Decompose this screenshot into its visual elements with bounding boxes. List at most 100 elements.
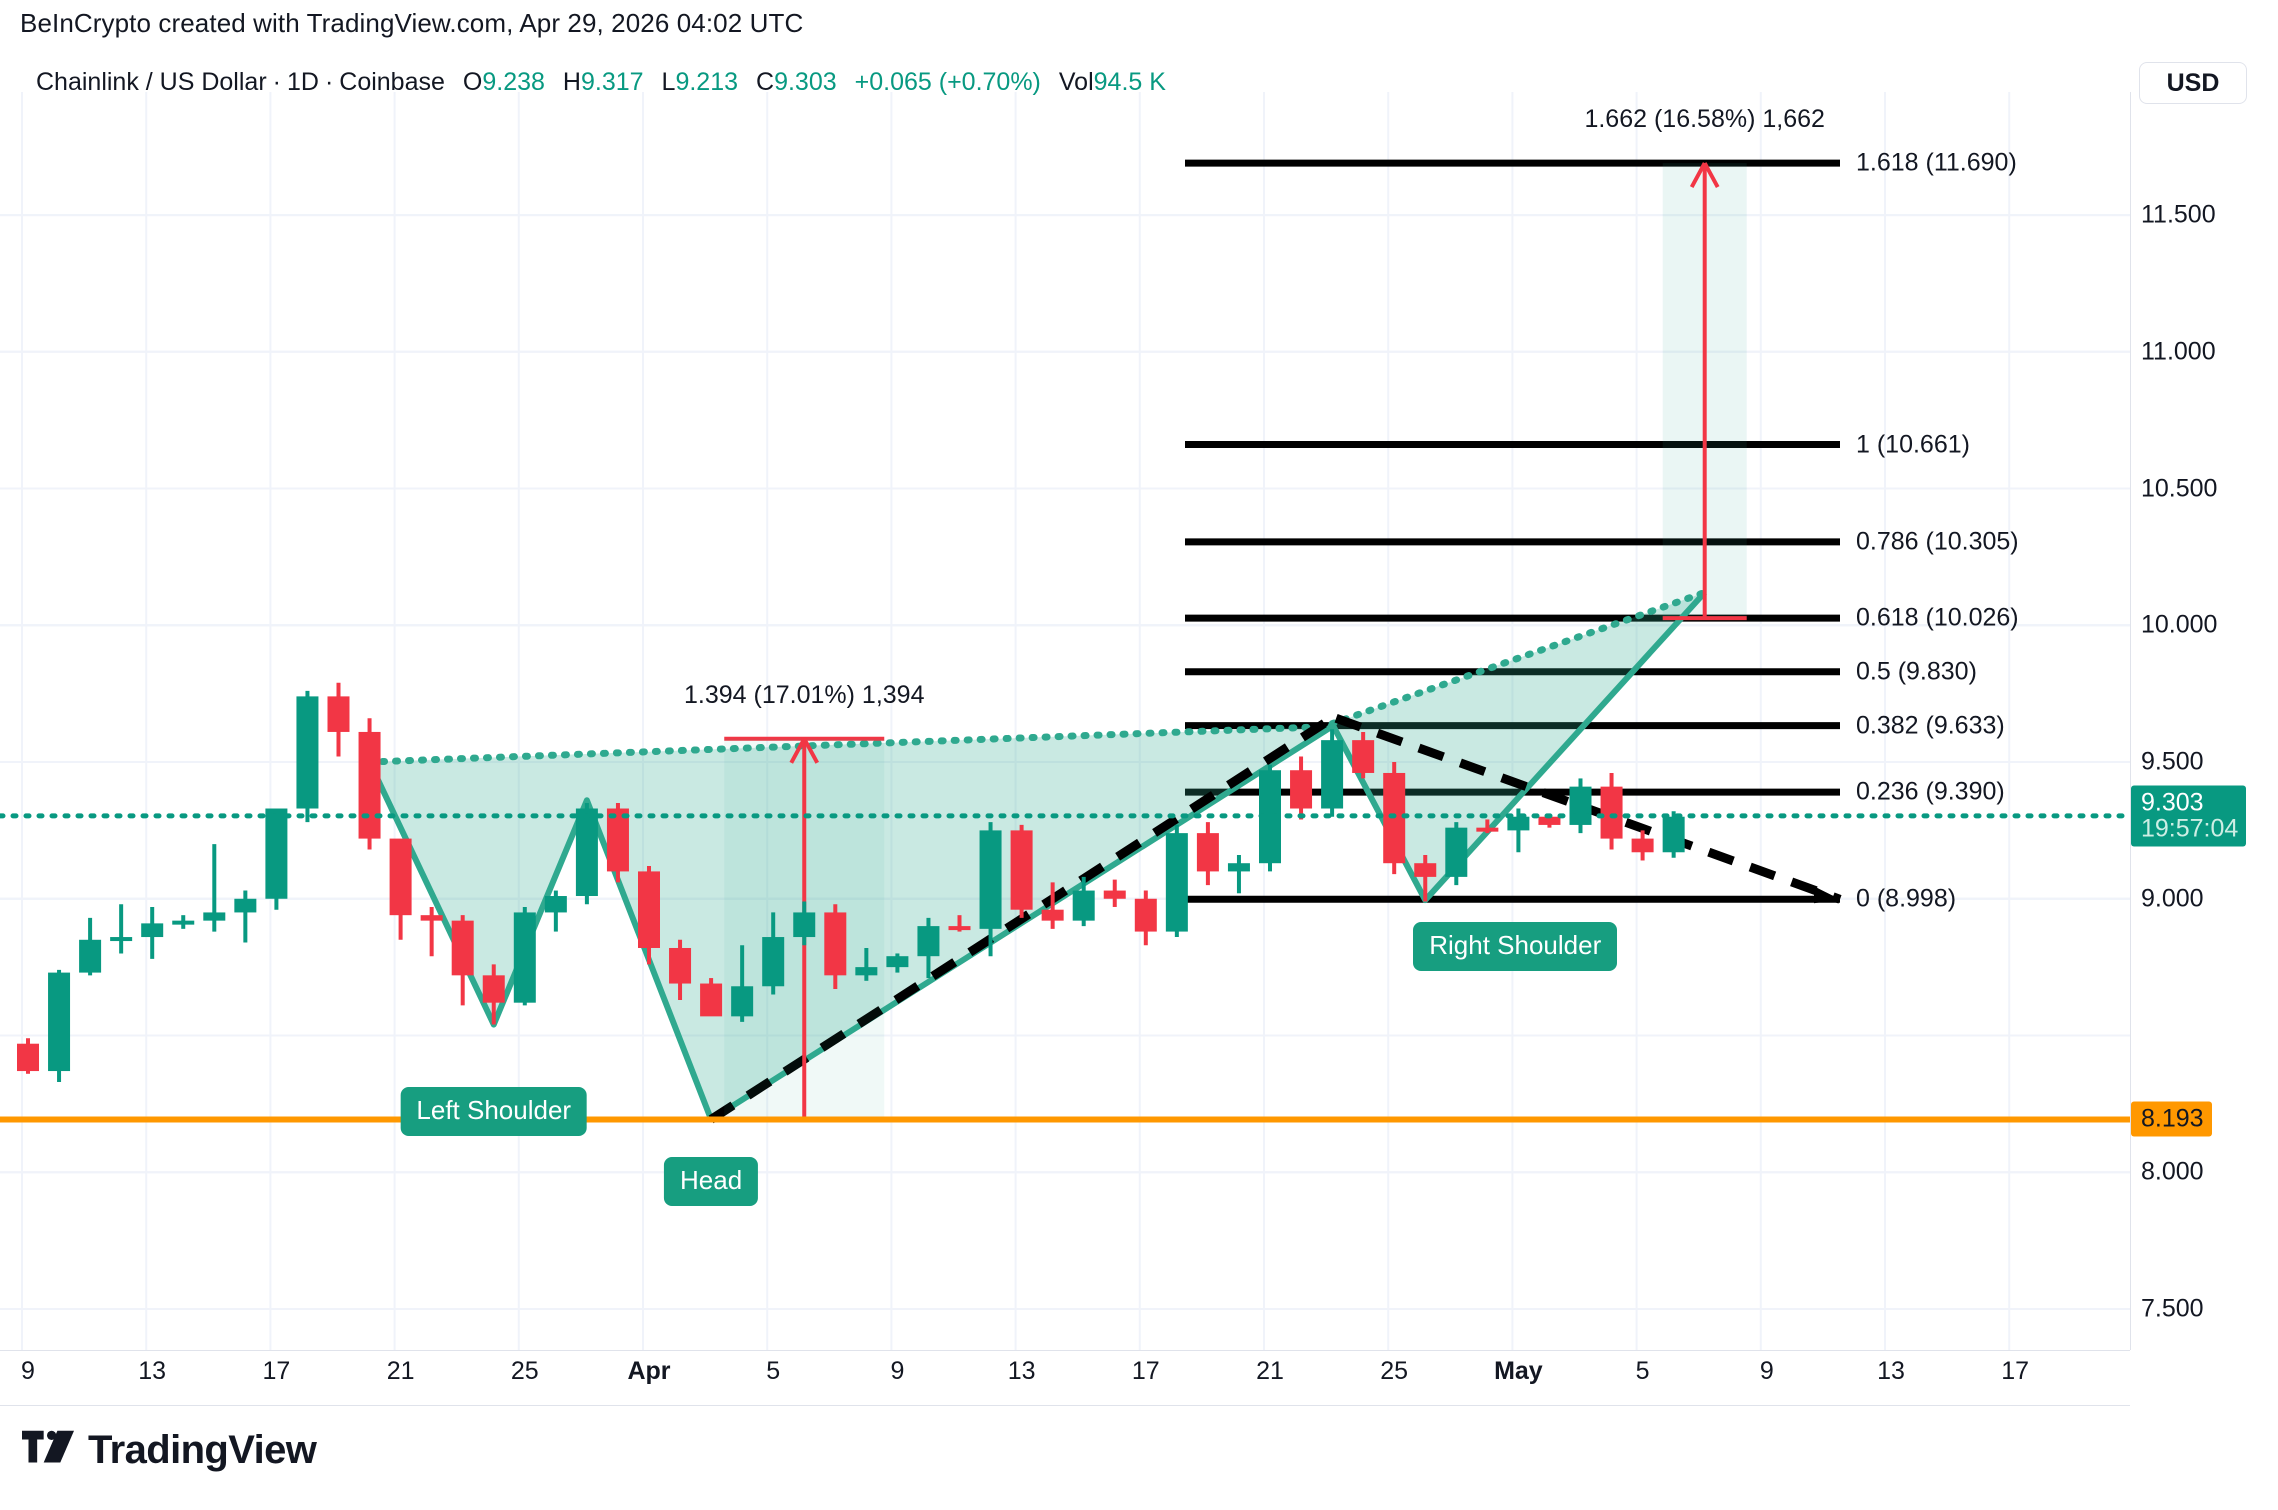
- time-axis-tick: 5: [766, 1357, 781, 1385]
- price-axis[interactable]: USD 11.500 11.000 10.500 10.000 9.500 9.000 8.…: [2130, 62, 2278, 1350]
- fib-level-label: 0.618 (10.026): [1856, 603, 2019, 632]
- candle-body: [824, 912, 847, 976]
- time-axis-tick: 9: [890, 1357, 905, 1385]
- candle-body: [1569, 786, 1592, 825]
- candle-body: [855, 967, 878, 976]
- candle-body: [948, 926, 971, 931]
- measure-arrow-right-icon: [1689, 162, 1720, 189]
- price-axis-tick: 11.000: [2141, 337, 2216, 366]
- candle-body: [234, 898, 257, 913]
- candle-body: [1165, 833, 1188, 932]
- candle-body: [482, 975, 505, 1003]
- legend-close-value: 9.303: [774, 68, 837, 96]
- candle-body: [451, 920, 474, 976]
- candle-body: [700, 983, 723, 1017]
- price-axis-tick: 7.500: [2141, 1294, 2204, 1323]
- annotation-left-shoulder[interactable]: Left Shoulder: [400, 1086, 588, 1136]
- pattern-neckline-left: [366, 722, 1336, 766]
- candle-body: [1631, 838, 1654, 853]
- candle-body: [1041, 909, 1064, 921]
- candle-body: [203, 912, 226, 921]
- time-axis-tick: 17: [262, 1357, 291, 1385]
- time-axis-tick: 13: [1877, 1357, 1905, 1385]
- candle-body: [544, 896, 567, 913]
- last-price-label[interactable]: 9.303 19:57:04: [2131, 785, 2247, 847]
- legend-high-key: H: [562, 68, 581, 96]
- candle-body: [793, 912, 816, 938]
- candle-body: [327, 696, 350, 732]
- legend-high-value: 9.317: [580, 68, 644, 96]
- fib-level-label: 0.5 (9.830): [1856, 657, 1977, 686]
- legend-interval[interactable]: 1D: [286, 68, 319, 96]
- candle-body: [669, 947, 692, 984]
- time-axis-tick: 9: [1759, 1357, 1774, 1385]
- legend-open-key: O: [462, 68, 483, 96]
- candle-body: [1196, 833, 1219, 872]
- candle-body: [638, 871, 660, 948]
- time-axis-tick: May: [1494, 1357, 1543, 1385]
- price-axis-tick: 8.000: [2141, 1157, 2204, 1186]
- price-axis-tick: 10.000: [2141, 610, 2218, 639]
- candle-body: [917, 926, 940, 957]
- tradingview-wordmark: TradingView: [88, 1428, 317, 1472]
- candle-body: [1507, 816, 1530, 831]
- candle-body: [1476, 827, 1499, 832]
- currency-badge[interactable]: USD: [2139, 62, 2247, 104]
- candle-body: [265, 808, 288, 899]
- candle-body: [1414, 863, 1437, 877]
- pattern-neckline-right: [1328, 588, 1709, 728]
- candle-body: [1352, 740, 1375, 773]
- candle-body: [141, 923, 164, 938]
- price-axis-tick: 11.500: [2141, 200, 2216, 229]
- time-axis[interactable]: 9 13 17 21 25 Apr 5 9 13 17 21 25 May 5 9 13 17: [0, 1350, 2130, 1406]
- candle-body: [389, 838, 412, 916]
- fib-level-label: 1 (10.661): [1856, 430, 1970, 458]
- legend-exchange[interactable]: Coinbase: [339, 68, 445, 96]
- time-axis-tick: 25: [510, 1357, 539, 1385]
- chart-plot-area[interactable]: [0, 92, 2130, 1350]
- candle-body: [1600, 786, 1623, 839]
- credit-line: BeInCrypto created with TradingView.com,…: [20, 8, 804, 38]
- candle-body: [1072, 890, 1095, 921]
- legend-close-key: C: [756, 68, 775, 96]
- fib-level-label: 1.618 (11.690): [1856, 148, 2017, 177]
- candle-body: [886, 956, 909, 968]
- time-axis-tick: 21: [386, 1357, 415, 1385]
- candle-body: [513, 912, 536, 1003]
- candle-body: [1134, 898, 1157, 932]
- candle-body: [1445, 827, 1468, 877]
- legend-separator-1: ·: [272, 68, 281, 96]
- legend-volume-value: 94.5 K: [1093, 68, 1166, 96]
- fib-level-label: 0.236 (9.390): [1856, 777, 2005, 806]
- alert-price-value: 8.193: [2141, 1104, 2204, 1133]
- legend-symbol[interactable]: Chainlink / US Dollar: [36, 68, 267, 96]
- legend-low-key: L: [661, 68, 676, 96]
- legend-open-value: 9.238: [482, 68, 545, 96]
- candle-body: [1010, 830, 1033, 910]
- candle-body: [1321, 740, 1344, 809]
- candle-body: [1538, 816, 1561, 825]
- annotation-right-shoulder[interactable]: Right Shoulder: [1413, 922, 1618, 972]
- candle-body: [420, 915, 443, 921]
- measure-label-target: 1.662 (16.58%) 1,662: [1584, 105, 1825, 134]
- legend-change: +0.065 (+0.70%): [854, 68, 1041, 96]
- candle-body: [1259, 770, 1281, 864]
- tradingview-mark-icon: [22, 1430, 74, 1463]
- candle-body: [1290, 770, 1313, 809]
- time-axis-tick: 13: [1007, 1357, 1036, 1385]
- candle-body: [296, 696, 319, 809]
- candle-body: [48, 972, 71, 1072]
- legend-separator-2: ·: [324, 68, 334, 96]
- last-price-value: 9.303: [2141, 788, 2204, 817]
- alert-price-label[interactable]: 8.193: [2131, 1101, 2212, 1137]
- annotation-head[interactable]: Head: [664, 1157, 759, 1207]
- candle-body: [110, 937, 133, 942]
- candle-body: [762, 937, 785, 987]
- candle-body: [358, 731, 381, 839]
- candle-body: [979, 830, 1002, 929]
- time-axis-tick: 13: [138, 1357, 167, 1385]
- legend-volume-key: Vol: [1058, 68, 1094, 96]
- time-axis-tick: 25: [1380, 1357, 1409, 1385]
